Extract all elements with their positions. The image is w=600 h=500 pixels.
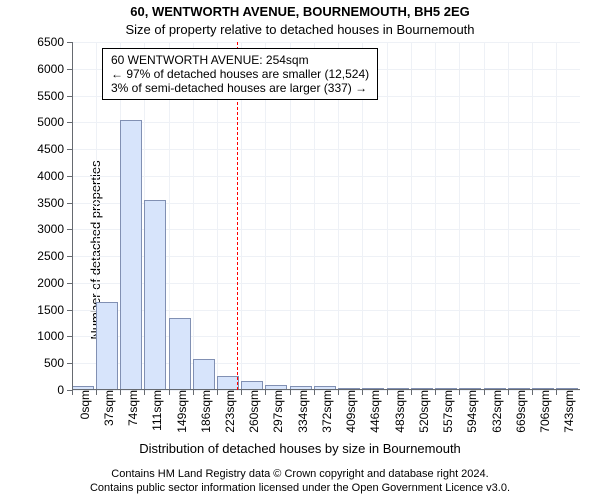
x-tick-label: 632sqm (484, 390, 504, 433)
x-tick-label: 297sqm (265, 390, 285, 433)
gridline-horizontal (72, 42, 580, 43)
histogram-bar (217, 376, 239, 390)
gridline-vertical (387, 42, 388, 390)
y-tick-label: 3000 (37, 222, 72, 236)
gridline-vertical (411, 42, 412, 390)
x-tick-label: 334sqm (290, 390, 310, 433)
y-tick-label: 500 (44, 356, 72, 370)
annotation-line: 60 WENTWORTH AVENUE: 254sqm (111, 53, 369, 67)
histogram-bar (120, 120, 142, 390)
y-tick-label: 6500 (37, 35, 72, 49)
histogram-bar (144, 200, 166, 390)
annotation-box: 60 WENTWORTH AVENUE: 254sqm← 97% of deta… (102, 48, 378, 100)
y-tick-label: 0 (57, 383, 72, 397)
x-tick-label: 409sqm (338, 390, 358, 433)
x-axis-label: Distribution of detached houses by size … (0, 441, 600, 456)
x-tick-label: 186sqm (193, 390, 213, 433)
y-tick-label: 1500 (37, 303, 72, 317)
x-axis-line (72, 389, 580, 390)
gridline-vertical (556, 42, 557, 390)
y-tick-label: 4500 (37, 142, 72, 156)
x-tick-label: 260sqm (241, 390, 261, 433)
chart-container: 60, WENTWORTH AVENUE, BOURNEMOUTH, BH5 2… (0, 0, 600, 500)
y-tick-label: 2000 (37, 276, 72, 290)
x-tick-label: 557sqm (435, 390, 455, 433)
x-tick-label: 0sqm (72, 390, 92, 419)
y-tick-label: 5500 (37, 89, 72, 103)
x-tick-label: 669sqm (508, 390, 528, 433)
gridline-vertical (459, 42, 460, 390)
annotation-line: 3% of semi-detached houses are larger (3… (111, 81, 369, 95)
gridline-vertical (508, 42, 509, 390)
footer-line-2: Contains public sector information licen… (0, 482, 600, 494)
gridline-vertical (435, 42, 436, 390)
x-tick-label: 743sqm (556, 390, 576, 433)
x-tick-label: 372sqm (314, 390, 334, 433)
y-tick-label: 1000 (37, 329, 72, 343)
histogram-bar (193, 359, 215, 390)
footer-line-1: Contains HM Land Registry data © Crown c… (0, 468, 600, 480)
x-tick-label: 446sqm (362, 390, 382, 433)
gridline-horizontal (72, 122, 580, 123)
histogram-bar (96, 302, 118, 390)
y-tick-label: 5000 (37, 115, 72, 129)
x-tick-label: 706sqm (532, 390, 552, 433)
x-tick-label: 111sqm (144, 390, 164, 431)
x-tick-label: 520sqm (411, 390, 431, 433)
x-tick-label: 149sqm (169, 390, 189, 433)
y-tick-label: 3500 (37, 196, 72, 210)
x-tick-label: 223sqm (217, 390, 237, 433)
x-tick-label: 74sqm (120, 390, 140, 426)
gridline-horizontal (72, 149, 580, 150)
gridline-vertical (484, 42, 485, 390)
annotation-line: ← 97% of detached houses are smaller (12… (111, 67, 369, 81)
x-tick-label: 483sqm (387, 390, 407, 433)
y-tick-label: 4000 (37, 169, 72, 183)
x-tick-label: 37sqm (96, 390, 116, 426)
chart-subtitle: Size of property relative to detached ho… (0, 22, 600, 37)
histogram-bar (169, 318, 191, 390)
y-axis-line (72, 42, 73, 390)
x-tick-label: 594sqm (459, 390, 479, 433)
gridline-horizontal (72, 176, 580, 177)
plot-area: 0500100015002000250030003500400045005000… (72, 42, 580, 390)
y-tick-label: 6000 (37, 62, 72, 76)
gridline-vertical (532, 42, 533, 390)
y-tick-label: 2500 (37, 249, 72, 263)
chart-title: 60, WENTWORTH AVENUE, BOURNEMOUTH, BH5 2… (0, 4, 600, 19)
